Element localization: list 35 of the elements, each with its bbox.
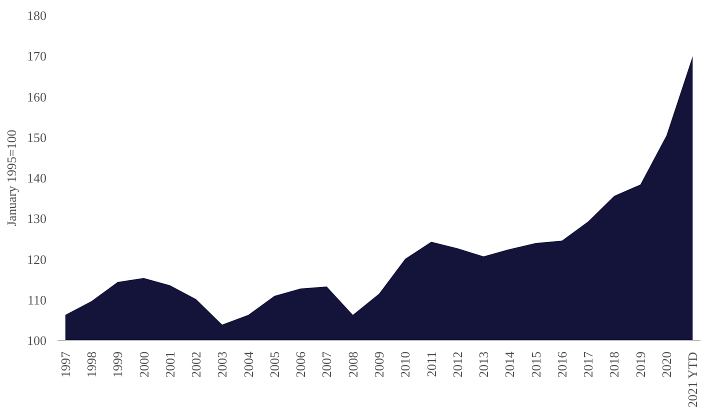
x-tick-label: 2011 (424, 351, 439, 378)
x-tick-label: 1998 (84, 352, 99, 378)
y-axis-title: January 1995=100 (4, 130, 19, 226)
y-tick-label: 100 (27, 333, 46, 348)
y-tick-label: 120 (27, 252, 46, 267)
x-tick-label: 2014 (502, 351, 518, 378)
x-tick-label: 1997 (58, 351, 73, 378)
y-tick-label: 150 (27, 130, 46, 145)
x-tick-label: 2007 (319, 351, 334, 378)
x-tick-label: 2016 (554, 351, 570, 378)
x-tick-label: 2010 (398, 352, 413, 378)
y-tick-label: 170 (27, 48, 46, 64)
y-tick-label: 180 (27, 8, 46, 23)
x-tick-label: 2008 (345, 352, 360, 378)
x-tick-label: 2019 (632, 352, 648, 378)
y-tick-label: 130 (27, 211, 46, 226)
y-tick-label: 110 (27, 292, 47, 308)
x-tick-label: 2012 (450, 352, 465, 378)
x-tick-label: 2002 (188, 352, 204, 378)
x-tick-label: 2018 (606, 352, 622, 378)
x-tick-label: 2001 (162, 352, 178, 378)
x-tick-label: 2013 (476, 352, 492, 378)
x-tick-label: 2005 (266, 352, 282, 378)
x-tick-label: 2004 (240, 351, 256, 378)
y-tick-label: 160 (27, 89, 46, 104)
x-tick-label: 2009 (372, 352, 386, 378)
x-tick-label: 2000 (136, 352, 152, 378)
x-tick-label: 2021 YTD (685, 352, 700, 408)
x-tick-label: 2017 (580, 351, 596, 378)
x-tick-label: 2015 (528, 352, 544, 378)
x-tick-label: 2003 (214, 352, 230, 378)
x-tick-label: 2006 (293, 351, 308, 378)
y-tick-label: 140 (27, 170, 46, 186)
x-tick-label: 1999 (110, 352, 126, 378)
x-tick-label: 2020 (659, 352, 674, 378)
